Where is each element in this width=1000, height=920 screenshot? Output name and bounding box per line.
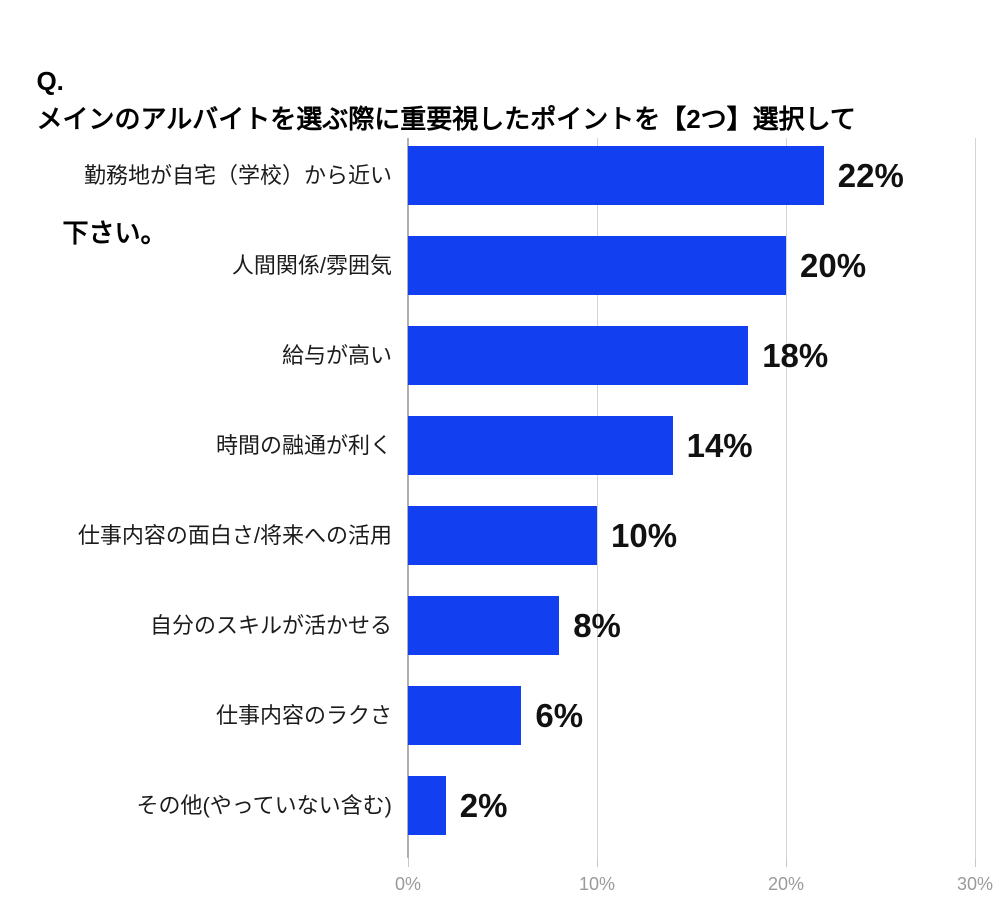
question-line-1: メインのアルバイトを選ぶ際に重要視したポイントを【2つ】選択して	[36, 104, 856, 134]
tick-mark-10	[597, 858, 598, 867]
tick-mark-20	[786, 858, 787, 867]
bar-value-label: 18%	[762, 337, 829, 374]
y-axis-line	[407, 138, 409, 858]
bar-row[interactable]: 8%	[408, 588, 975, 678]
bar[interactable]	[408, 416, 673, 475]
bar[interactable]	[408, 146, 824, 205]
bar[interactable]	[408, 596, 560, 655]
gridline-30	[975, 138, 976, 858]
gridline-10	[597, 138, 598, 858]
bar[interactable]	[408, 776, 446, 835]
tick-mark-30	[975, 858, 976, 867]
category-label: 人間関係/雰囲気	[231, 253, 392, 278]
question-prefix: Q.	[36, 66, 64, 96]
bar-value-label: 22%	[837, 157, 904, 194]
bar-value-label: 20%	[800, 247, 867, 284]
bar-value-label: 2%	[459, 787, 508, 824]
x-tick-label-30: 30%	[956, 874, 994, 894]
bar-value-label: 8%	[573, 607, 621, 644]
category-label: その他(やっていない含む)	[136, 793, 392, 818]
bar-value-label: 14%	[686, 427, 753, 464]
category-label: 勤務地が自宅（学校）から近い	[83, 163, 392, 188]
bar[interactable]	[408, 236, 786, 295]
category-label: 時間の融通が利く	[215, 433, 392, 458]
x-tick-label-0: 0%	[394, 874, 422, 894]
bar-row[interactable]: 18%	[408, 318, 975, 408]
category-label: 給与が高い	[281, 343, 392, 368]
bar-row[interactable]: 20%	[408, 228, 975, 318]
question-line-2: 下さい。	[62, 218, 167, 248]
bar[interactable]	[408, 326, 749, 385]
page-title: Q. メインのアルバイトを選ぶ際に重要視したポイントを【2つ】選択して 下さい。	[22, 24, 982, 252]
plot-area: 0% 10% 20% 30% 22% 20% 18% 14% 10% 8% 6% 2%	[395, 138, 993, 894]
bar[interactable]	[408, 686, 522, 745]
tick-mark-0	[408, 858, 409, 867]
category-label: 仕事内容のラクさ	[215, 703, 392, 728]
category-label: 自分のスキルが活かせる	[149, 613, 392, 638]
category-label: 仕事内容の面白さ/将来への活用	[77, 523, 392, 548]
bar-row[interactable]: 10%	[408, 498, 975, 588]
x-tick-label-10: 10%	[578, 874, 616, 894]
bar-value-label: 6%	[535, 697, 584, 734]
bar-row[interactable]: 14%	[408, 408, 975, 498]
gridline-20	[786, 138, 787, 858]
bar-row[interactable]: 22%	[408, 138, 975, 228]
bar-row[interactable]: 6%	[408, 678, 975, 768]
bar-value-label: 10%	[611, 517, 678, 554]
bar-row[interactable]: 2%	[408, 768, 975, 858]
bar[interactable]	[408, 506, 597, 565]
bar-chart: 0% 10% 20% 30% 22% 20% 18% 14% 10% 8% 6% 2% 勤務地が自宅…	[0, 130, 1000, 920]
x-tick-label-20: 20%	[767, 874, 805, 894]
